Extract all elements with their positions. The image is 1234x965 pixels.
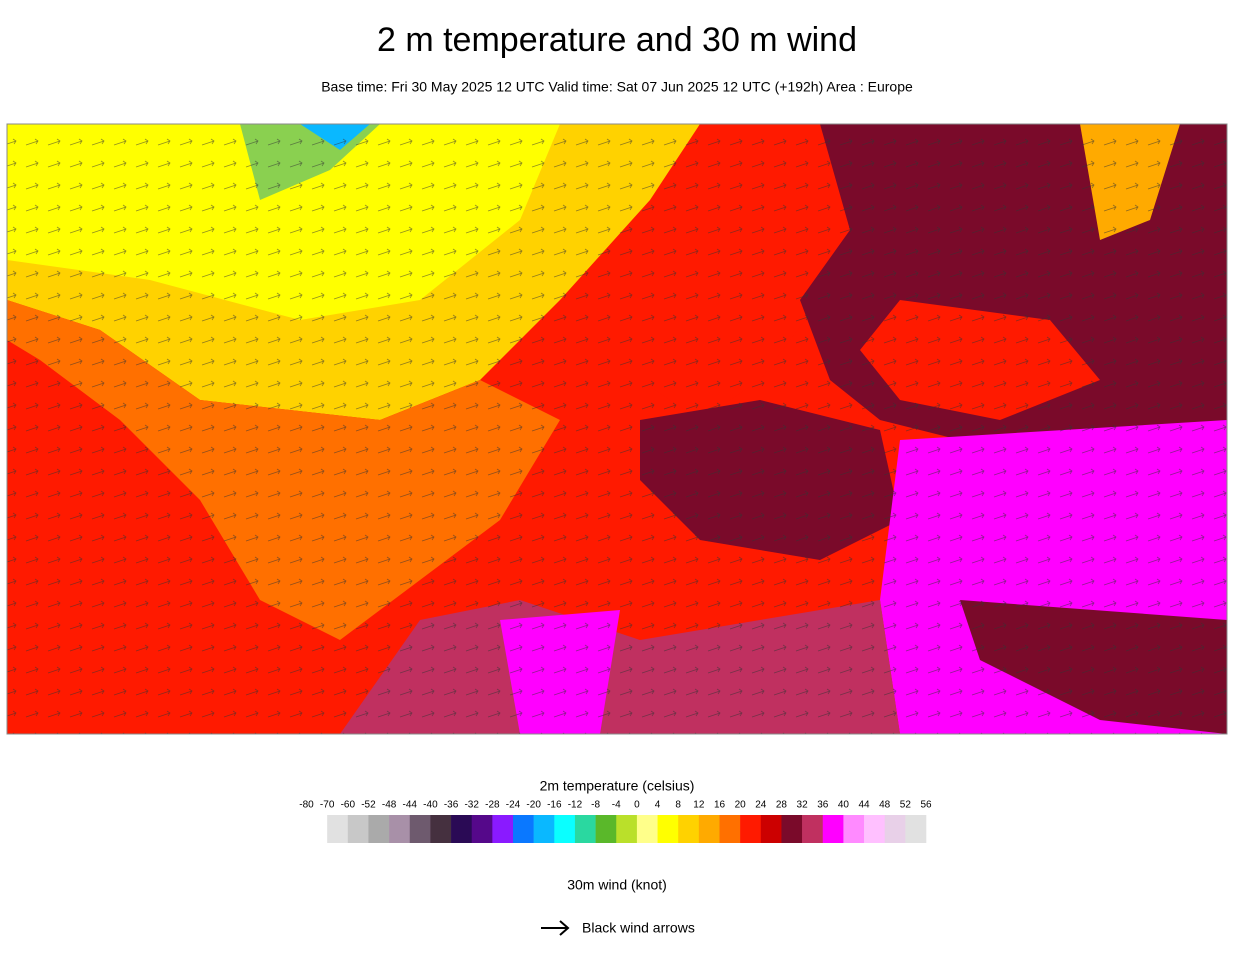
legend-swatch	[492, 815, 514, 843]
legend-tick-label: -20	[526, 800, 541, 811]
legend-tick-label: -12	[568, 800, 583, 811]
legend-tick-label: 28	[776, 800, 788, 811]
legend-swatch	[616, 815, 638, 843]
legend-swatch	[389, 815, 411, 843]
legend-tick-label: 24	[755, 800, 767, 811]
legend-swatch	[719, 815, 741, 843]
legend-tick-label: -40	[423, 800, 438, 811]
legend-tick-label: -60	[341, 800, 356, 811]
legend-swatch	[698, 815, 720, 843]
legend-swatch	[657, 815, 679, 843]
legend-tick-label: -8	[591, 800, 600, 811]
legend-tick-label: 36	[817, 800, 829, 811]
subtitle: Base time: Fri 30 May 2025 12 UTC Valid …	[321, 79, 913, 95]
legend-swatch	[802, 815, 824, 843]
legend-tick-label: 0	[634, 800, 640, 811]
legend-tick-label: -24	[506, 800, 521, 811]
legend-tick-label: 16	[714, 800, 726, 811]
legend-tick-label: -80	[299, 800, 314, 811]
legend-swatch	[327, 815, 349, 843]
legend-swatch	[430, 815, 452, 843]
legend-tick-label: 56	[920, 800, 932, 811]
wind-arrow-icon	[541, 920, 570, 936]
legend-tick-label: 8	[675, 800, 681, 811]
legend-tick-label: -44	[403, 800, 418, 811]
legend-swatch	[781, 815, 803, 843]
title: 2 m temperature and 30 m wind	[377, 21, 857, 59]
legend-tick-label: -70	[320, 800, 335, 811]
legend-swatch	[368, 815, 390, 843]
legend-tick-label: -4	[612, 800, 621, 811]
legend-swatch	[843, 815, 865, 843]
legend-swatch	[905, 815, 927, 843]
legend-tick-label: -52	[361, 800, 376, 811]
legend-swatch	[822, 815, 844, 843]
legend-swatch	[533, 815, 555, 843]
legend-tick-label: 40	[838, 800, 850, 811]
legend-tick-label: 12	[693, 800, 705, 811]
legend-tick-label: -36	[444, 800, 459, 811]
legend-tick-label: -16	[547, 800, 562, 811]
map-frame	[6, 123, 1228, 735]
legend-tick-label: 32	[797, 800, 809, 811]
legend-swatch	[884, 815, 906, 843]
map	[7, 124, 1227, 734]
legend-title: 2m temperature (celsius)	[540, 778, 695, 794]
legend-swatch	[409, 815, 431, 843]
legend-swatch	[760, 815, 782, 843]
wind-label: Black wind arrows	[582, 920, 695, 936]
legend-swatch	[513, 815, 534, 843]
legend-swatch	[574, 815, 596, 843]
legend-tick-label: 20	[735, 800, 747, 811]
color-legend: -80 -70 -60 -52 -48 -44 -40 -36 -32 -28 -24 -20 -16-…	[299, 800, 932, 843]
legend-tick-label: 48	[879, 800, 891, 811]
legend-swatch	[471, 815, 493, 843]
legend-swatch	[636, 815, 658, 843]
legend-tick-label: -32	[464, 800, 479, 811]
legend-tick-label: 4	[655, 800, 661, 811]
legend-swatch	[678, 815, 700, 843]
legend-tick-label: -28	[485, 800, 500, 811]
legend-tick-label: 44	[858, 800, 870, 811]
legend-tick-label: 52	[900, 800, 912, 811]
legend-swatch	[864, 815, 885, 843]
wind-title: 30m wind (knot)	[567, 877, 667, 893]
legend-swatch	[595, 815, 617, 843]
legend-swatch	[347, 815, 369, 843]
legend-swatch	[451, 815, 472, 843]
legend-swatch	[740, 815, 762, 843]
legend-tick-label: -48	[382, 800, 397, 811]
legend-swatch	[554, 815, 576, 843]
